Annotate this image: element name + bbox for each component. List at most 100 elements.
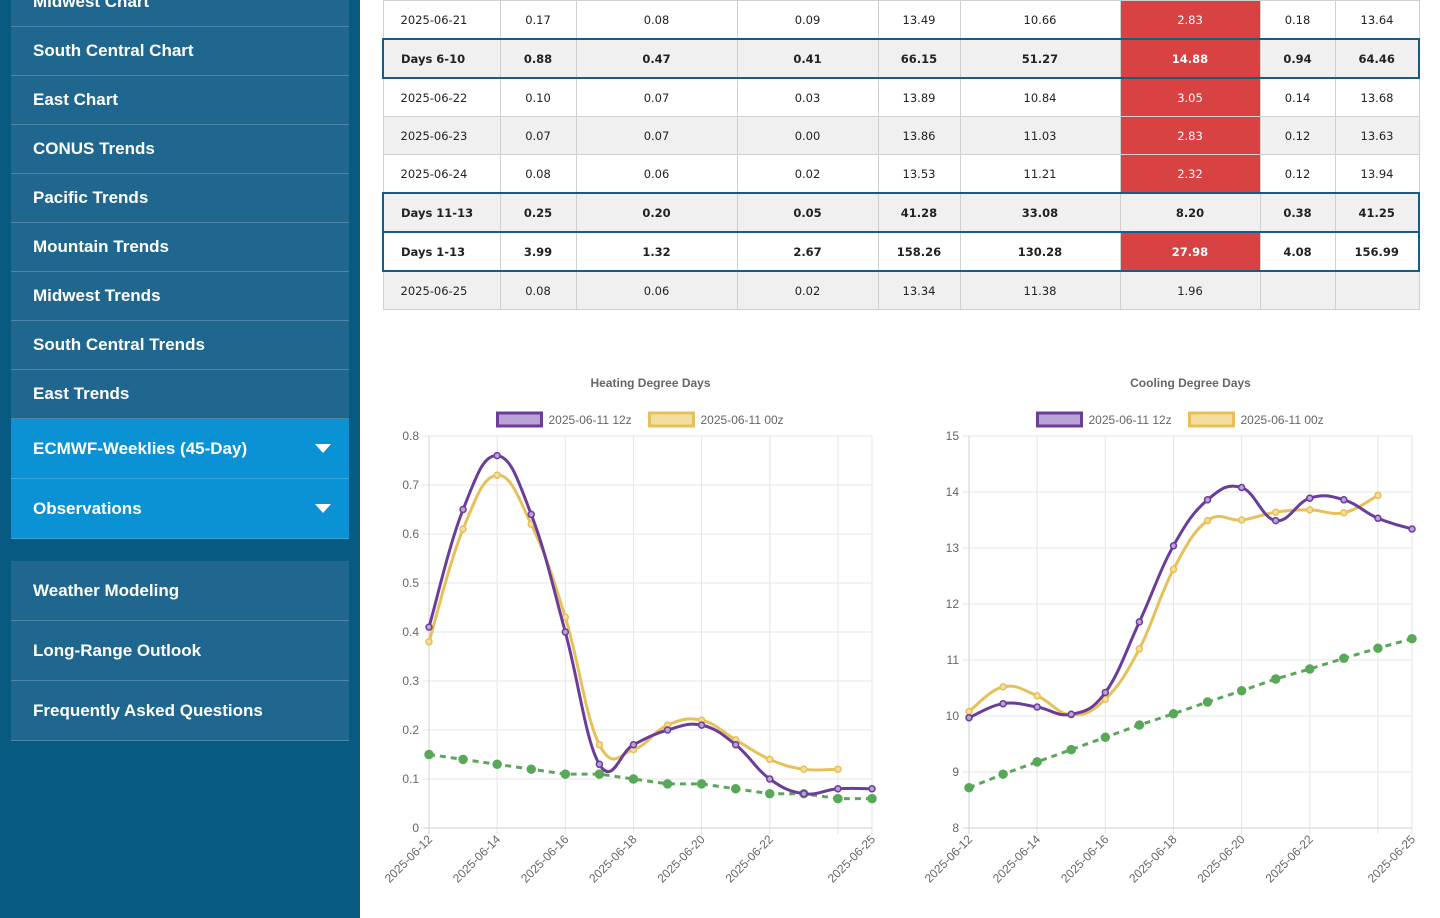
- sidebar-item-south-central-trends[interactable]: South Central Trends: [11, 321, 349, 370]
- legend-item[interactable]: 2025-06-11 12z: [1036, 411, 1172, 428]
- data-point[interactable]: [1032, 757, 1042, 767]
- data-point[interactable]: [1100, 732, 1111, 743]
- data-point[interactable]: [424, 749, 434, 760]
- data-point[interactable]: [1202, 697, 1213, 707]
- sidebar-item-ecmwf-weeklies[interactable]: ECMWF-Weeklies (45-Day): [11, 419, 349, 479]
- data-point[interactable]: [1374, 491, 1382, 500]
- data-point[interactable]: [800, 765, 808, 773]
- data-point[interactable]: [595, 760, 604, 769]
- data-point[interactable]: [527, 510, 535, 519]
- data-point[interactable]: [1067, 710, 1075, 719]
- legend-item[interactable]: 2025-06-11 12z: [496, 411, 632, 428]
- data-point[interactable]: [964, 782, 974, 793]
- data-point[interactable]: [867, 793, 877, 804]
- legend-item[interactable]: 2025-06-11 00z: [1188, 411, 1324, 428]
- data-point[interactable]: [766, 755, 774, 764]
- data-point[interactable]: [1373, 643, 1383, 653]
- data-point[interactable]: [1066, 744, 1076, 755]
- data-point[interactable]: [965, 707, 973, 716]
- data-point[interactable]: [999, 683, 1007, 691]
- data-point[interactable]: [1168, 709, 1179, 719]
- sidebar-item-south-central-chart[interactable]: South Central Chart: [11, 27, 349, 76]
- sidebar-item-label: Pacific Trends: [33, 188, 149, 207]
- data-point[interactable]: [662, 779, 673, 789]
- data-point[interactable]: [1408, 525, 1416, 533]
- y-tick-label: 0.8: [402, 429, 419, 443]
- sidebar-item-conus-trends[interactable]: CONUS Trends: [11, 125, 349, 174]
- data-point[interactable]: [1033, 703, 1041, 711]
- data-point[interactable]: [425, 623, 433, 631]
- data-point[interactable]: [1033, 692, 1041, 700]
- sidebar-item-long-range-outlook[interactable]: Long-Range Outlook: [11, 621, 349, 681]
- data-point[interactable]: [731, 740, 740, 749]
- data-point[interactable]: [526, 764, 536, 774]
- table-cell: 51.27: [959, 38, 1121, 79]
- data-point[interactable]: [834, 765, 842, 773]
- data-point[interactable]: [1237, 516, 1246, 524]
- legend-item[interactable]: 2025-06-11 00z: [648, 411, 784, 428]
- table-cell: 156.99: [1334, 231, 1420, 272]
- data-point[interactable]: [458, 754, 468, 765]
- sidebar-item-weather-modeling[interactable]: Weather Modeling: [11, 561, 349, 621]
- data-point[interactable]: [1340, 496, 1348, 504]
- data-point[interactable]: [629, 740, 638, 749]
- sidebar-item-faq[interactable]: Frequently Asked Questions: [11, 681, 349, 741]
- data-point[interactable]: [1101, 688, 1110, 697]
- data-point[interactable]: [1306, 494, 1314, 502]
- table-cell: 0.14: [1259, 77, 1336, 117]
- data-point[interactable]: [1271, 508, 1280, 516]
- sidebar-item-east-trends[interactable]: East Trends: [11, 370, 349, 419]
- data-point[interactable]: [1236, 686, 1247, 696]
- data-point[interactable]: [493, 451, 501, 460]
- data-point[interactable]: [1306, 506, 1314, 514]
- data-point[interactable]: [1135, 645, 1144, 653]
- data-point[interactable]: [730, 784, 741, 794]
- data-point[interactable]: [998, 769, 1008, 779]
- sidebar-item-midwest-chart[interactable]: Midwest Chart: [11, 0, 349, 27]
- sidebar-item-mountain-trends[interactable]: Mountain Trends: [11, 223, 349, 272]
- data-point[interactable]: [1305, 664, 1315, 674]
- legend-label: 2025-06-11 00z: [1241, 413, 1324, 427]
- data-point[interactable]: [868, 785, 876, 793]
- data-point[interactable]: [833, 793, 843, 804]
- data-point[interactable]: [1340, 508, 1348, 517]
- data-point[interactable]: [459, 525, 467, 533]
- data-point[interactable]: [1135, 618, 1144, 626]
- sidebar-item-east-chart[interactable]: East Chart: [11, 76, 349, 125]
- data-point[interactable]: [663, 726, 672, 734]
- data-point[interactable]: [1374, 514, 1382, 523]
- sidebar-item-midwest-trends[interactable]: Midwest Trends: [11, 272, 349, 321]
- data-point[interactable]: [560, 769, 571, 779]
- data-point[interactable]: [834, 785, 842, 793]
- data-point[interactable]: [766, 775, 774, 783]
- data-point[interactable]: [628, 774, 639, 784]
- data-point[interactable]: [1169, 565, 1178, 574]
- data-point[interactable]: [459, 505, 467, 514]
- data-point[interactable]: [696, 779, 707, 789]
- data-point[interactable]: [1203, 496, 1212, 504]
- data-point[interactable]: [765, 788, 775, 799]
- data-point[interactable]: [1271, 516, 1280, 525]
- data-point[interactable]: [493, 471, 501, 479]
- data-point[interactable]: [1169, 542, 1178, 550]
- data-point[interactable]: [800, 789, 808, 798]
- data-point[interactable]: [594, 769, 605, 779]
- data-point[interactable]: [1237, 483, 1246, 492]
- data-point[interactable]: [1270, 674, 1281, 684]
- data-point[interactable]: [697, 721, 706, 729]
- data-point[interactable]: [1339, 653, 1349, 664]
- data-point[interactable]: [425, 638, 433, 646]
- data-point[interactable]: [561, 628, 570, 636]
- data-point[interactable]: [492, 759, 502, 770]
- data-point[interactable]: [999, 699, 1007, 708]
- sidebar-item-pacific-trends[interactable]: Pacific Trends: [11, 174, 349, 223]
- legend-label: 2025-06-11 12z: [1089, 413, 1172, 427]
- data-point[interactable]: [1407, 633, 1417, 644]
- data-point[interactable]: [965, 713, 973, 722]
- data-point[interactable]: [1134, 720, 1145, 730]
- sidebar-item-observations[interactable]: Observations: [11, 479, 349, 539]
- data-point[interactable]: [595, 740, 604, 749]
- table-cell: 0.03: [736, 77, 879, 117]
- sidebar-item-label: East Trends: [33, 384, 130, 403]
- data-point[interactable]: [1203, 516, 1212, 525]
